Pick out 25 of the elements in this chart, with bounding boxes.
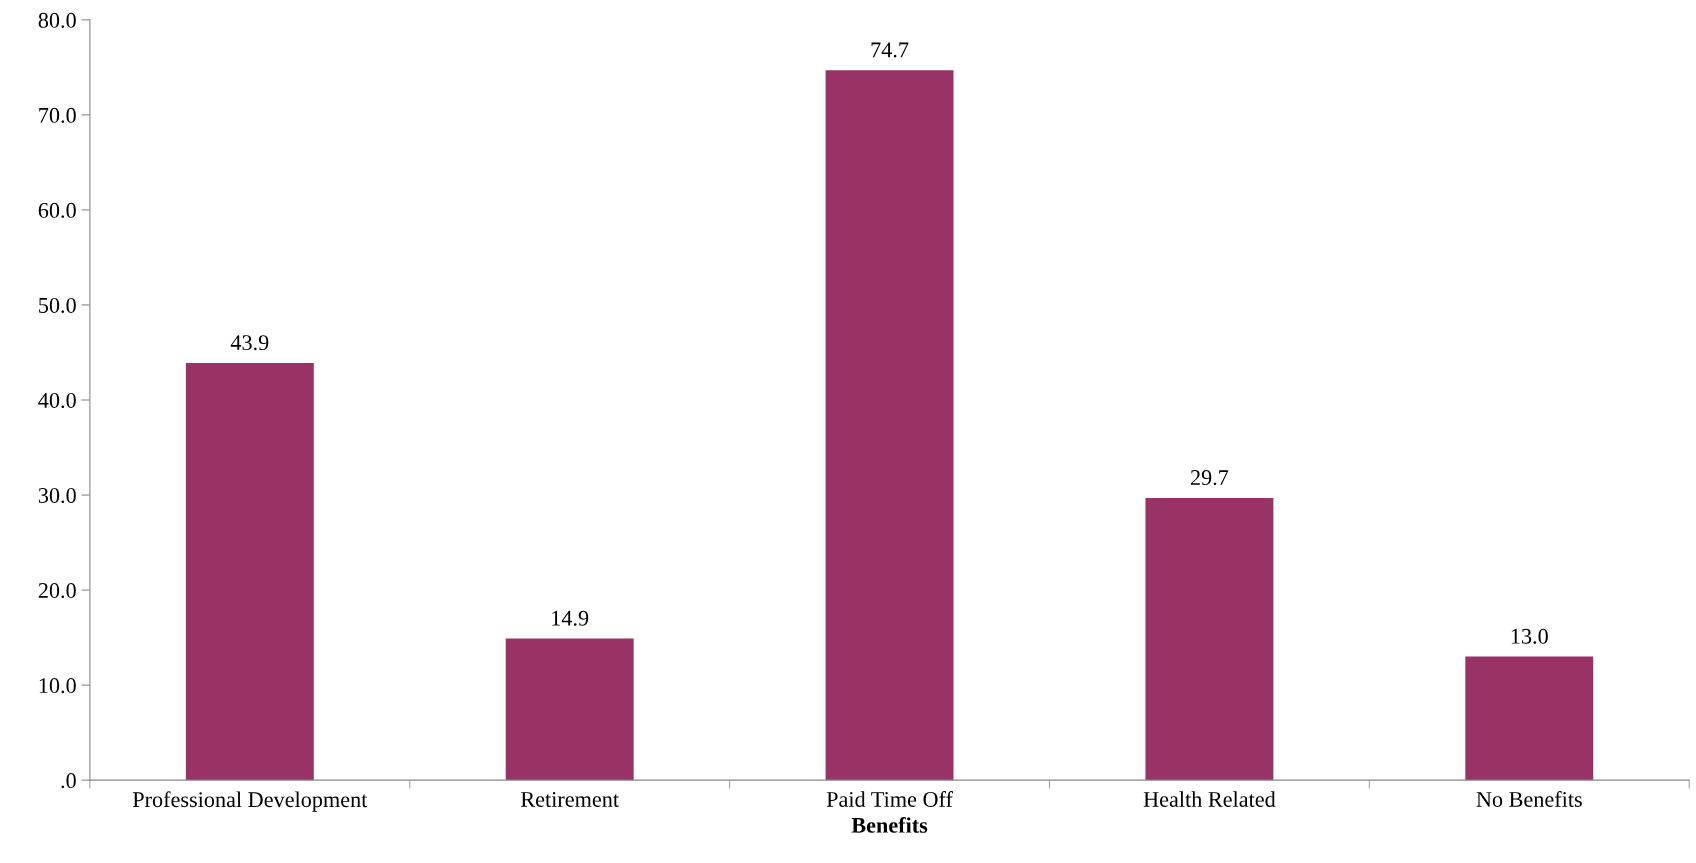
data-label: 74.7 (871, 42, 909, 58)
data-label: 13.0 (1511, 628, 1548, 644)
x-tick-label: Professional Development (132, 791, 368, 812)
y-tick-label: 70.0 (39, 107, 76, 123)
x-tick-label: Health Related (1143, 791, 1276, 807)
y-tick-label: 10.0 (39, 678, 76, 694)
y-tick-label: 60.0 (38, 202, 76, 218)
x-tick-label: No Benefits (1476, 791, 1582, 807)
y-tick-label: 30.0 (38, 487, 76, 504)
data-label: 43.9 (230, 335, 269, 351)
y-tick-label: 40.0 (38, 392, 76, 409)
y-tick-label: 80.0 (38, 12, 76, 28)
y-tick-label: .0 (61, 773, 76, 789)
y-tick-label: 50.0 (39, 297, 76, 313)
bar (825, 70, 954, 781)
x-axis-title: Benefits (851, 816, 928, 833)
bar (185, 362, 314, 781)
data-label: 14.9 (552, 610, 589, 626)
x-tick-label: Paid Time Off (826, 791, 953, 807)
data-label: 29.7 (1190, 470, 1229, 486)
bar (1145, 497, 1274, 781)
bar (505, 638, 634, 781)
y-tick-label: 20.0 (38, 583, 76, 599)
bar (1465, 656, 1594, 781)
x-tick-label: Retirement (520, 791, 619, 807)
